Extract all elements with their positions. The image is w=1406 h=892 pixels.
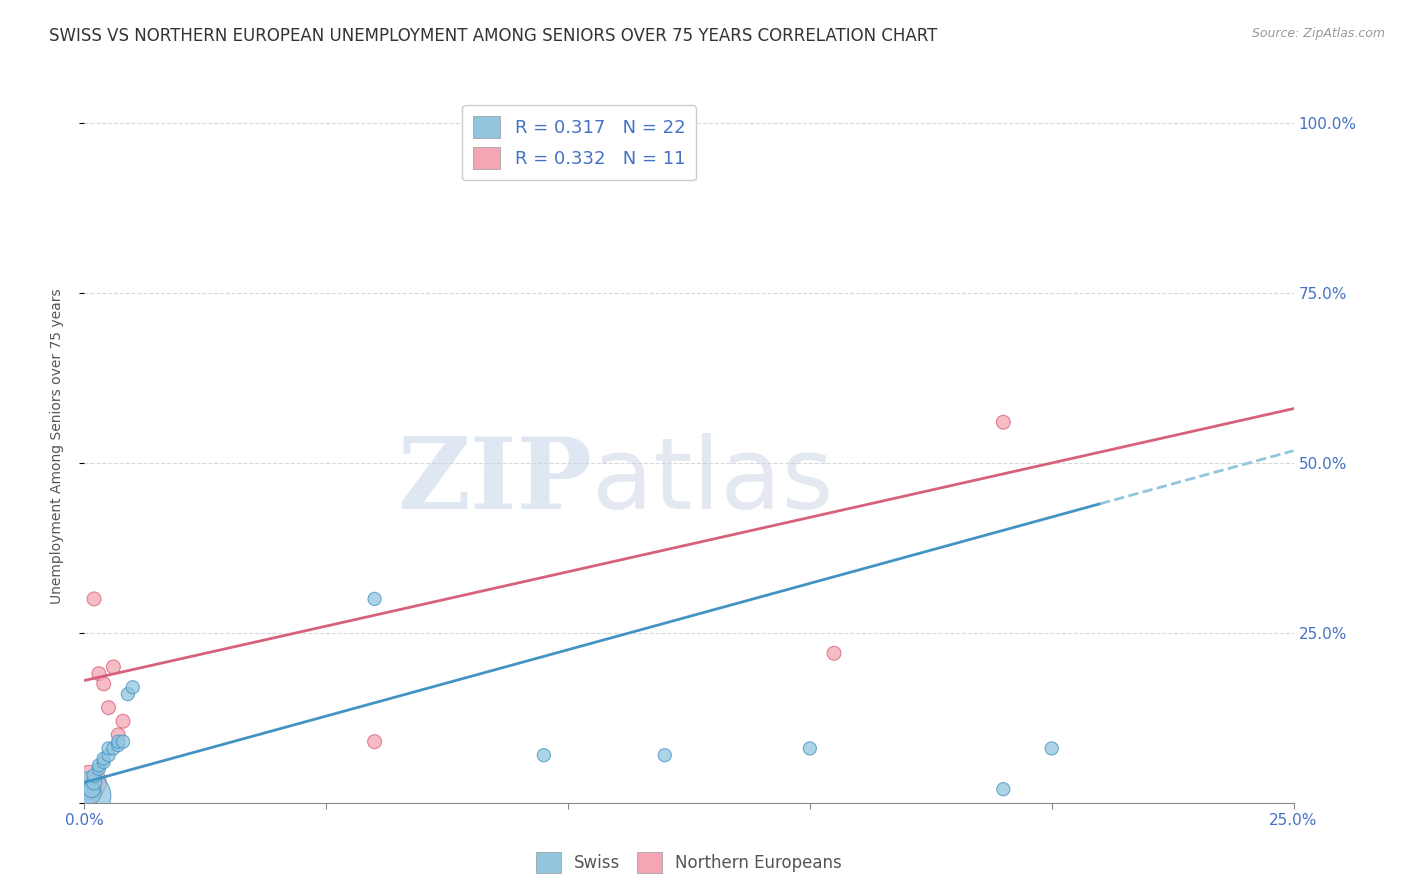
Point: [76, 789, 98, 803]
Point: [77, 786, 100, 800]
Point: [87, 758, 110, 772]
Point: [80, 782, 103, 797]
Point: [363, 734, 385, 748]
Point: [83, 769, 105, 783]
Point: [97, 741, 120, 756]
Point: [103, 660, 125, 674]
Text: SWISS VS NORTHERN EUROPEAN UNEMPLOYMENT AMONG SENIORS OVER 75 YEARS CORRELATION : SWISS VS NORTHERN EUROPEAN UNEMPLOYMENT …: [49, 27, 938, 45]
Legend: Swiss, Northern Europeans: Swiss, Northern Europeans: [529, 846, 849, 880]
Point: [823, 646, 845, 660]
Point: [993, 415, 1015, 429]
Point: [77, 775, 100, 789]
Point: [83, 775, 105, 789]
Point: [97, 748, 120, 763]
Point: [103, 741, 125, 756]
Point: [107, 734, 129, 748]
Point: [97, 700, 120, 714]
Text: Source: ZipAtlas.com: Source: ZipAtlas.com: [1251, 27, 1385, 40]
Point: [93, 755, 115, 769]
Point: [363, 591, 385, 606]
Point: [112, 714, 135, 729]
Point: [107, 728, 129, 742]
Y-axis label: Unemployment Among Seniors over 75 years: Unemployment Among Seniors over 75 years: [49, 288, 63, 604]
Point: [799, 741, 821, 756]
Point: [107, 738, 129, 752]
Point: [533, 748, 555, 763]
Point: [121, 680, 143, 694]
Point: [993, 782, 1015, 797]
Point: [93, 751, 115, 765]
Text: atlas: atlas: [592, 434, 834, 530]
Point: [87, 666, 110, 681]
Legend: R = 0.317   N = 22, R = 0.332   N = 11: R = 0.317 N = 22, R = 0.332 N = 11: [463, 105, 696, 180]
Text: ZIP: ZIP: [398, 434, 592, 530]
Point: [83, 591, 105, 606]
Point: [87, 762, 110, 776]
Point: [1040, 741, 1063, 756]
Point: [93, 677, 115, 691]
Point: [117, 687, 139, 701]
Point: [112, 734, 135, 748]
Point: [654, 748, 676, 763]
